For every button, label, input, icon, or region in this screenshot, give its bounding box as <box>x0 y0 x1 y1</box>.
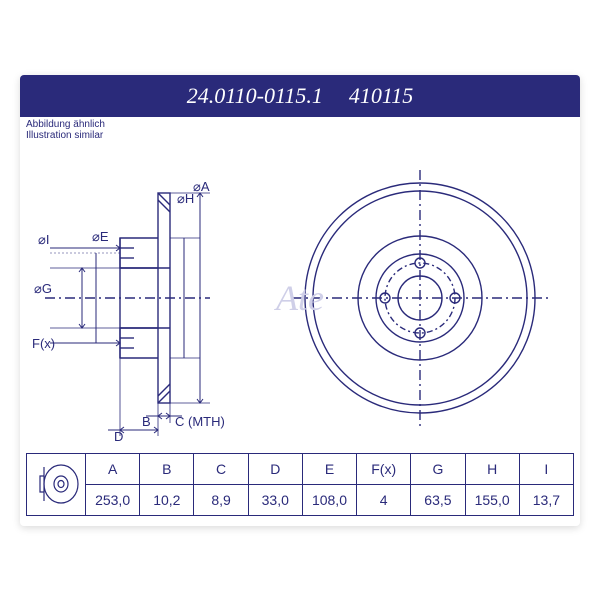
col-B: B <box>140 453 194 484</box>
val-D: 33,0 <box>248 484 302 515</box>
col-H: H <box>465 453 519 484</box>
spec-table: A B C D E F(x) G H I 253,0 10,2 8,9 33,0… <box>20 453 580 526</box>
label-diam-G: ⌀G <box>34 281 52 296</box>
header-bar: 24.0110-0115.1 410115 <box>20 75 580 117</box>
short-code: 410115 <box>349 83 413 108</box>
disc-icon-cell <box>27 453 86 515</box>
val-G: 63,5 <box>411 484 465 515</box>
side-profile <box>45 193 210 436</box>
face-view <box>292 170 548 426</box>
val-F: 4 <box>357 484 411 515</box>
spec-card: 24.0110-0115.1 410115 Abbildung ähnlich I… <box>20 75 580 526</box>
label-diam-E: ⌀E <box>92 229 109 244</box>
technical-diagram: Ate <box>20 143 580 453</box>
col-C: C <box>194 453 248 484</box>
label-D: D <box>114 429 123 444</box>
col-D: D <box>248 453 302 484</box>
label-F: F(x) <box>32 336 55 351</box>
val-B: 10,2 <box>140 484 194 515</box>
subtitle: Abbildung ähnlich Illustration similar <box>20 117 580 143</box>
col-E: E <box>302 453 356 484</box>
label-diam-A: ⌀A <box>193 179 210 194</box>
col-I: I <box>519 453 573 484</box>
col-G: G <box>411 453 465 484</box>
table-value-row: 253,0 10,2 8,9 33,0 108,0 4 63,5 155,0 1… <box>27 484 574 515</box>
dimension-labels: ⌀I ⌀G ⌀E ⌀H ⌀A F(x) B C (MTH) D <box>32 179 225 444</box>
val-E: 108,0 <box>302 484 356 515</box>
part-number: 24.0110-0115.1 <box>187 83 323 108</box>
subtitle-en: Illustration similar <box>26 130 574 141</box>
diagram-svg: ⌀I ⌀G ⌀E ⌀H ⌀A F(x) B C (MTH) D <box>20 143 580 453</box>
col-F: F(x) <box>357 453 411 484</box>
val-C: 8,9 <box>194 484 248 515</box>
label-diam-H: ⌀H <box>177 191 194 206</box>
val-H: 155,0 <box>465 484 519 515</box>
col-A: A <box>86 453 140 484</box>
val-A: 253,0 <box>86 484 140 515</box>
table-header-row: A B C D E F(x) G H I <box>27 453 574 484</box>
subtitle-de: Abbildung ähnlich <box>26 119 574 130</box>
label-B: B <box>142 414 151 429</box>
val-I: 13,7 <box>519 484 573 515</box>
brake-disc-icon <box>31 461 81 507</box>
label-C: C (MTH) <box>175 414 225 429</box>
label-diam-I: ⌀I <box>38 232 49 247</box>
